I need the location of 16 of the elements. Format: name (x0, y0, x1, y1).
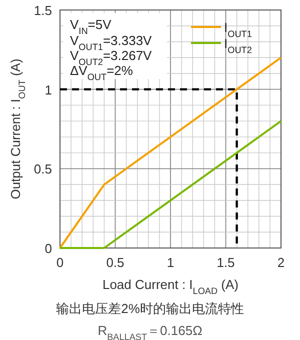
legend-label: I$_{OUT1}$ (224, 20, 252, 39)
annotation: V$_{OUT1}$=3.333V (70, 33, 152, 52)
legend-label: I$_{OUT2}$ (224, 36, 252, 55)
annotation: V$_{IN}$=5V (70, 17, 112, 36)
x-tick-label: 1.5 (216, 255, 235, 270)
y-tick-label: 0.5 (34, 162, 52, 177)
text: R$_{BALLAST}$＝0.165Ω (98, 323, 203, 340)
y-tick-label: 0 (44, 241, 52, 256)
x-tick-label: 2 (277, 255, 285, 270)
x-axis-title: Load Current : I$_{LOAD}$ (A) (102, 277, 239, 296)
x-tick-label: 0 (56, 255, 64, 270)
x-tick-label: 0.5 (106, 255, 124, 270)
y-tick-label: 1.5 (34, 3, 52, 18)
x-tick-label: 1 (166, 255, 174, 270)
text: 输出电压差2%时的输出电流特性 (56, 301, 244, 316)
y-tick-label: 1 (44, 82, 52, 98)
